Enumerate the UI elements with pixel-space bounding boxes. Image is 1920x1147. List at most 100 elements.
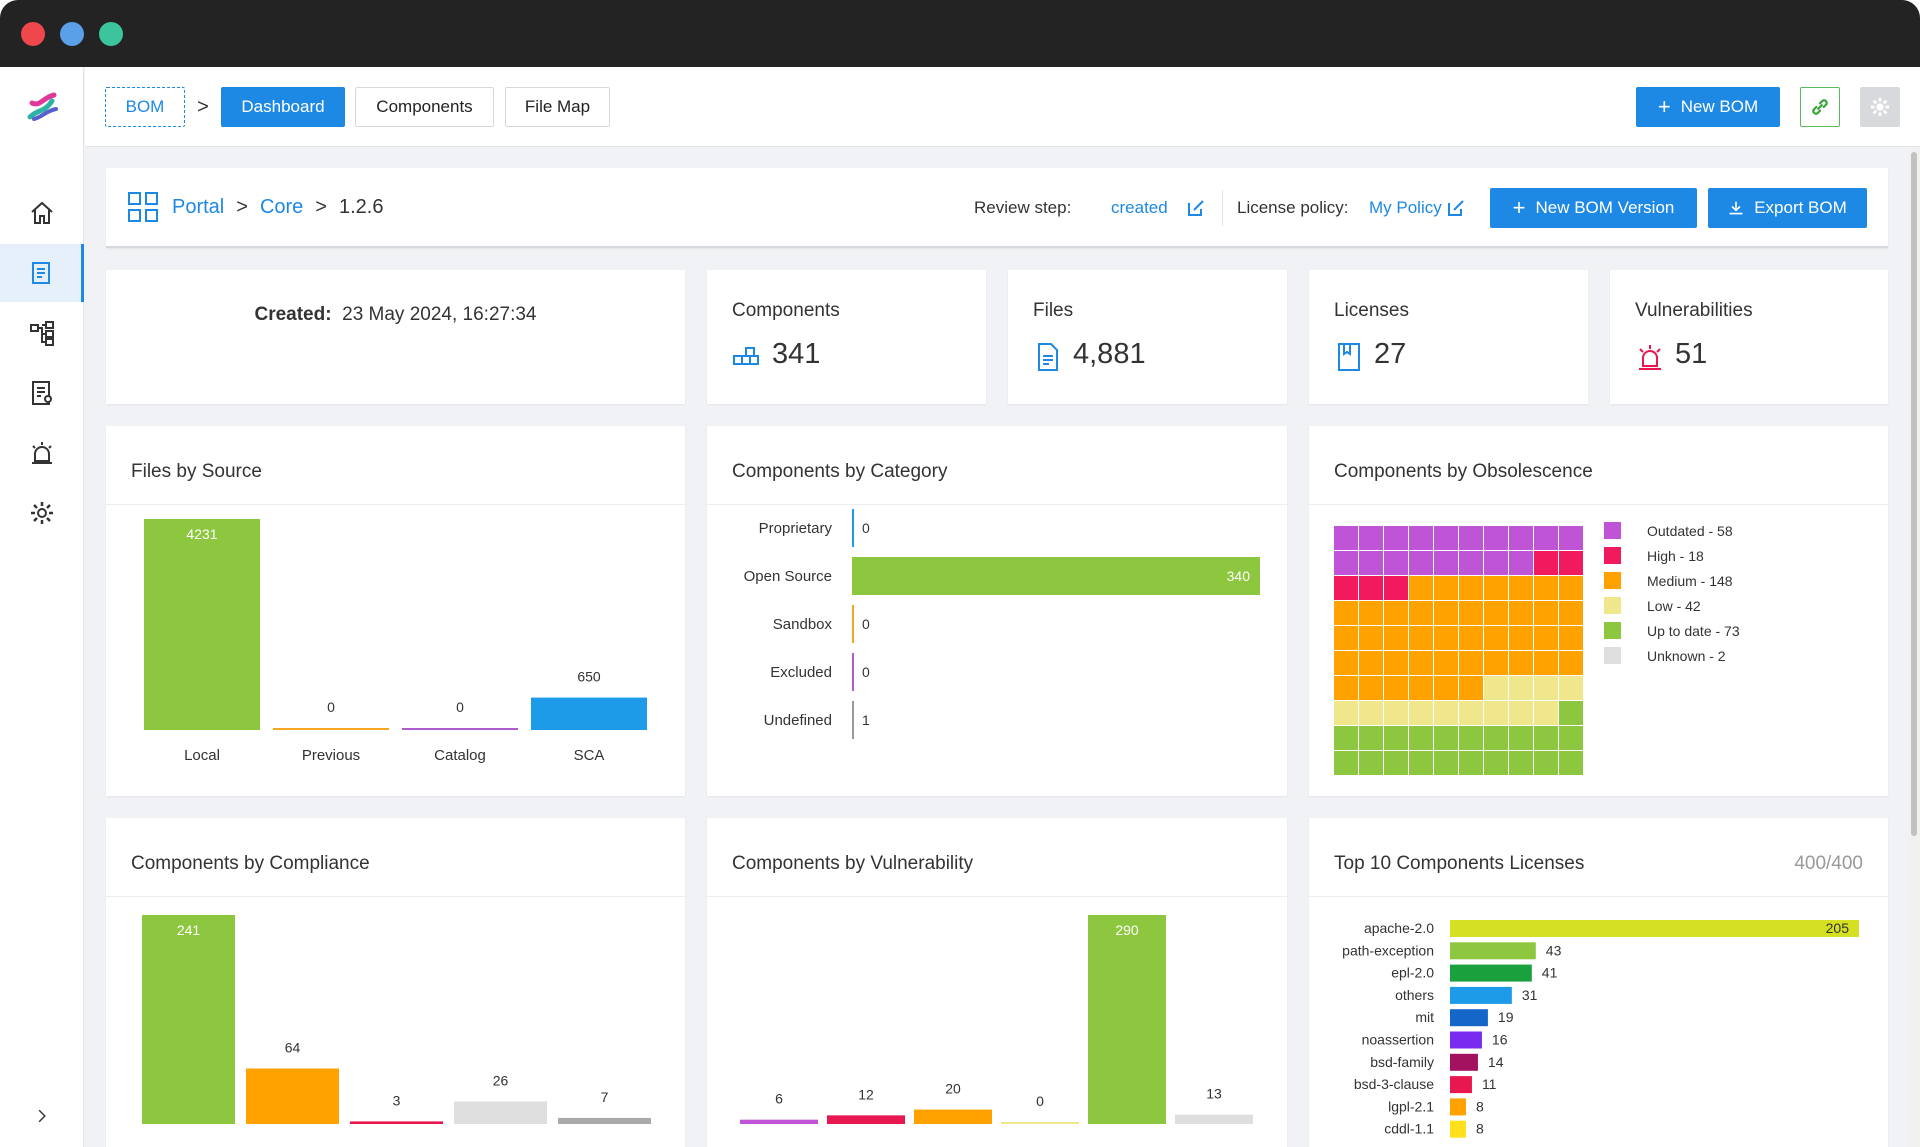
tab-dashboard[interactable]: Dashboard: [221, 87, 345, 127]
waffle-cell: [1534, 676, 1558, 700]
legend-label: Up to date - 73: [1647, 623, 1740, 639]
licenses-stat-card[interactable]: Licenses 27: [1309, 270, 1588, 404]
edit-icon[interactable]: [1186, 198, 1206, 218]
waffle-cell: [1509, 526, 1533, 550]
review-step-value[interactable]: created: [1111, 198, 1168, 217]
waffle-cell: [1534, 751, 1558, 775]
waffle-cell: [1559, 676, 1583, 700]
data-label: 4231: [186, 526, 217, 542]
components-by-obsolescence-chart: Outdated - 58 High - 18 Medium - 148 Low - …: [1334, 522, 1740, 775]
tick-label: Undefined: [764, 712, 832, 729]
breadcrumb-portal[interactable]: Portal: [172, 196, 225, 218]
components-by-compliance-chart: 241 64 3 26 7: [142, 915, 651, 1124]
dashboard-main: Portal > Core > 1.2.6 Review step: creat…: [85, 148, 1920, 1147]
close-window-button[interactable]: [21, 22, 45, 46]
sidebar-item-bom[interactable]: [0, 244, 84, 302]
tick-label: epl-2.0: [1391, 965, 1434, 981]
vulnerabilities-stat-card[interactable]: Vulnerabilities 51: [1610, 270, 1888, 404]
maximize-window-button[interactable]: [99, 22, 123, 46]
alarm-icon: [1639, 345, 1661, 370]
chart-bar: [144, 519, 260, 730]
tab-bom[interactable]: BOM: [105, 87, 185, 127]
scrollbar-thumb[interactable]: [1911, 152, 1917, 836]
card-title: Components by Vulnerability: [732, 853, 974, 874]
link-button[interactable]: [1800, 87, 1840, 127]
sidebar-expand-button[interactable]: [0, 1087, 84, 1145]
new-bom-label: New BOM: [1680, 97, 1759, 116]
waffle-cell: [1409, 551, 1433, 575]
plus-icon: +: [1657, 94, 1671, 119]
waffle-cell: [1459, 701, 1483, 725]
components-stat-card[interactable]: Components 341: [707, 270, 986, 404]
waffle-cell: [1434, 726, 1458, 750]
stat-value: 27: [1374, 338, 1407, 370]
created-line: Created: 23 May 2024, 16:27:34: [106, 304, 685, 326]
header-divider: [1222, 190, 1223, 226]
data-label: 41: [1542, 965, 1558, 981]
data-label: 0: [327, 699, 335, 715]
sidebar-item-settings[interactable]: [0, 484, 84, 542]
waffle-cell: [1459, 576, 1483, 600]
tick-label: cddl-1.1: [1384, 1121, 1434, 1137]
data-label: 205: [1826, 920, 1850, 936]
waffle-cell: [1509, 751, 1533, 775]
sidebar-item-home[interactable]: [0, 184, 84, 242]
legend-swatch: [1604, 622, 1621, 639]
components-by-compliance-card: Components by Compliance 241 64 3 26 7: [106, 818, 685, 1147]
created-label: Created:: [254, 304, 332, 325]
chart-bar: [402, 728, 518, 730]
waffle-cell: [1434, 601, 1458, 625]
waffle-cell: [1409, 526, 1433, 550]
waffle-cell: [1334, 601, 1358, 625]
waffle-cell: [1459, 676, 1483, 700]
tick-label: bsd-3-clause: [1354, 1076, 1434, 1092]
settings-button[interactable]: [1860, 87, 1900, 127]
waffle-cell: [1359, 726, 1383, 750]
files-by-source-card: Files by Source 4231 Local 0 Previous 0 Catal…: [106, 426, 685, 796]
app-logo[interactable]: [0, 76, 84, 138]
card-divider: [707, 896, 1287, 897]
chart-bar: [246, 1068, 339, 1124]
tick-label: mit: [1415, 1009, 1434, 1025]
tab-file-map[interactable]: File Map: [505, 87, 610, 127]
files-stat-card[interactable]: Files 4,881: [1008, 270, 1287, 404]
edit-icon[interactable]: [1446, 198, 1466, 218]
sidebar-item-vulnerabilities[interactable]: [0, 424, 84, 482]
gear-icon: [1870, 97, 1890, 117]
waffle-cell: [1409, 576, 1433, 600]
waffle-cell: [1534, 601, 1558, 625]
chart-bar: [852, 653, 854, 691]
license-policy-value[interactable]: My Policy: [1369, 198, 1442, 217]
legend-swatch: [1604, 522, 1621, 539]
main-scrollbar[interactable]: [1908, 148, 1920, 1147]
tab-components[interactable]: Components: [355, 87, 494, 127]
waffle-cell: [1434, 751, 1458, 775]
waffle-cell: [1459, 626, 1483, 650]
breadcrumb-core[interactable]: Core: [259, 196, 304, 218]
new-bom-version-button[interactable]: + New BOM Version: [1490, 188, 1697, 228]
data-label: 0: [862, 520, 870, 536]
sidebar-item-reports[interactable]: [0, 364, 84, 422]
components-icon: [733, 347, 759, 365]
minimize-window-button[interactable]: [60, 22, 84, 46]
waffle-cell: [1484, 601, 1508, 625]
sidebar-item-hierarchy[interactable]: [0, 304, 84, 362]
tick-label: path-exception: [1342, 942, 1434, 958]
tick-label: Local: [184, 747, 220, 764]
waffle-cell: [1334, 701, 1358, 725]
waffle-cell: [1559, 551, 1583, 575]
data-label: 31: [1522, 987, 1538, 1003]
book-icon: [1338, 343, 1360, 371]
new-bom-button[interactable]: + New BOM: [1636, 87, 1780, 127]
components-by-vulnerability-card: Components by Vulnerability 6 12 20 0 290 13: [707, 818, 1287, 1147]
waffle-cell: [1359, 526, 1383, 550]
data-label: 14: [1488, 1054, 1504, 1070]
waffle-cell: [1559, 701, 1583, 725]
breadcrumb: Portal > Core > 1.2.6: [172, 196, 383, 219]
stat-label: Licenses: [1334, 300, 1409, 321]
licenses-count: 400/400: [1794, 853, 1863, 874]
tick-label: Proprietary: [759, 520, 833, 537]
export-bom-button[interactable]: Export BOM: [1708, 188, 1867, 228]
data-label: 650: [577, 669, 601, 685]
waffle-cell: [1334, 526, 1358, 550]
